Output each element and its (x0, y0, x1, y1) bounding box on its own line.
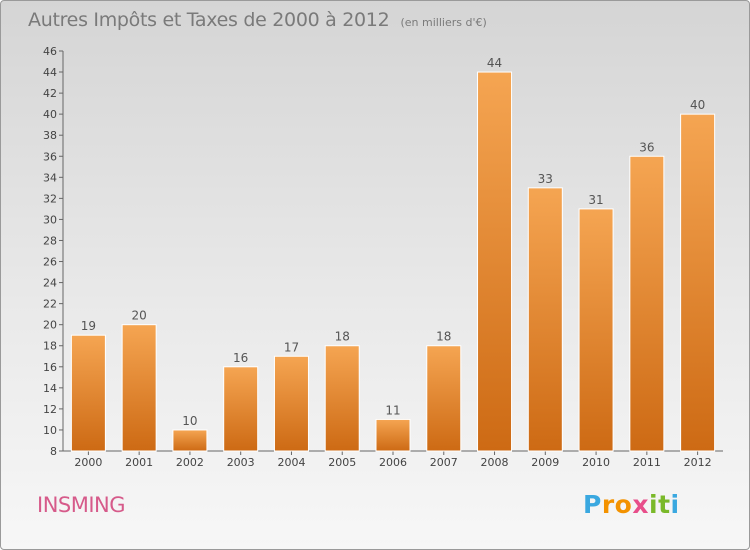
bar-2001 (121, 324, 157, 452)
y-tick-label: 8 (50, 445, 57, 458)
logo-letter: t (658, 490, 671, 519)
logo-letter: o (614, 490, 633, 519)
bars (70, 71, 716, 452)
title-row: Autres Impôts et Taxes de 2000 à 2012 (e… (28, 9, 487, 31)
y-tick-label: 22 (43, 298, 57, 311)
logo-letter: r (601, 490, 615, 519)
y-tick-label: 38 (43, 129, 57, 142)
bar-2002 (172, 429, 208, 452)
logo-letter: x (632, 490, 649, 519)
y-tick-label: 28 (43, 234, 57, 247)
y-tick-label: 46 (43, 45, 57, 58)
x-tick-label-2010: 2010 (582, 456, 610, 469)
logo-letter: i (670, 490, 680, 519)
y-tick-label: 14 (43, 382, 57, 395)
x-tick-label-2008: 2008 (481, 456, 509, 469)
data-label-2006: 11 (385, 403, 400, 417)
bar-2006 (375, 418, 411, 452)
logo-letter: P (583, 490, 602, 519)
bar-2008 (477, 71, 513, 452)
x-tick-label-2006: 2006 (379, 456, 407, 469)
x-tick-label-2004: 2004 (277, 456, 305, 469)
y-tick-label: 40 (43, 108, 57, 121)
x-tick-label-2002: 2002 (176, 456, 204, 469)
bar-2010 (578, 208, 614, 452)
bar-2004 (273, 355, 309, 452)
y-tick-label: 12 (43, 403, 57, 416)
data-label-2001: 20 (132, 309, 147, 323)
y-tick-label: 44 (43, 66, 57, 79)
data-label-2012: 40 (690, 98, 705, 112)
bar-2003 (223, 366, 259, 452)
data-label-2007: 18 (436, 330, 451, 344)
data-labels: 19 20 10 16 17 18 11 18 44 33 31 36 40 (81, 56, 706, 428)
data-label-2008: 44 (487, 56, 502, 70)
commune-name: INSMING (37, 493, 126, 517)
bar-2009 (527, 187, 563, 452)
data-label-2005: 18 (335, 330, 350, 344)
logo-letter: i (649, 490, 659, 519)
y-tick-label: 18 (43, 340, 57, 353)
y-tick-label: 26 (43, 256, 57, 269)
data-label-2003: 16 (233, 351, 248, 365)
data-label-2004: 17 (284, 340, 299, 354)
data-label-2002: 10 (182, 414, 197, 428)
x-tick-label-2007: 2007 (430, 456, 458, 469)
x-tick-label-2003: 2003 (227, 456, 255, 469)
x-tick-label-2011: 2011 (633, 456, 661, 469)
y-tick-label: 36 (43, 150, 57, 163)
bar-2005 (324, 345, 360, 452)
data-label-2010: 31 (588, 193, 603, 207)
x-tick-label-2000: 2000 (74, 456, 102, 469)
data-label-2009: 33 (538, 172, 553, 186)
chart-title: Autres Impôts et Taxes de 2000 à 2012 (28, 9, 390, 31)
bar-2007 (426, 345, 462, 452)
proxiti-logo: Proxiti (583, 490, 680, 519)
x-tick-label-2005: 2005 (328, 456, 356, 469)
data-label-2011: 36 (639, 140, 654, 154)
chart-subtitle: (en milliers d'€) (400, 16, 487, 29)
x-tick-label-2009: 2009 (531, 456, 559, 469)
x-tick-label-2001: 2001 (125, 456, 153, 469)
y-tick-label: 24 (43, 277, 57, 290)
y-tick-label: 42 (43, 87, 57, 100)
bar-2012 (680, 113, 716, 452)
y-tick-label: 32 (43, 192, 57, 205)
x-tick-label-2012: 2012 (684, 456, 712, 469)
y-tick-label: 10 (43, 424, 57, 437)
y-tick-label: 30 (43, 213, 57, 226)
y-tick-label: 34 (43, 171, 57, 184)
bar-2000 (70, 334, 106, 452)
data-label-2000: 19 (81, 319, 96, 333)
y-tick-label: 20 (43, 319, 57, 332)
bar-2011 (629, 155, 665, 452)
y-tick-label: 16 (43, 361, 57, 374)
